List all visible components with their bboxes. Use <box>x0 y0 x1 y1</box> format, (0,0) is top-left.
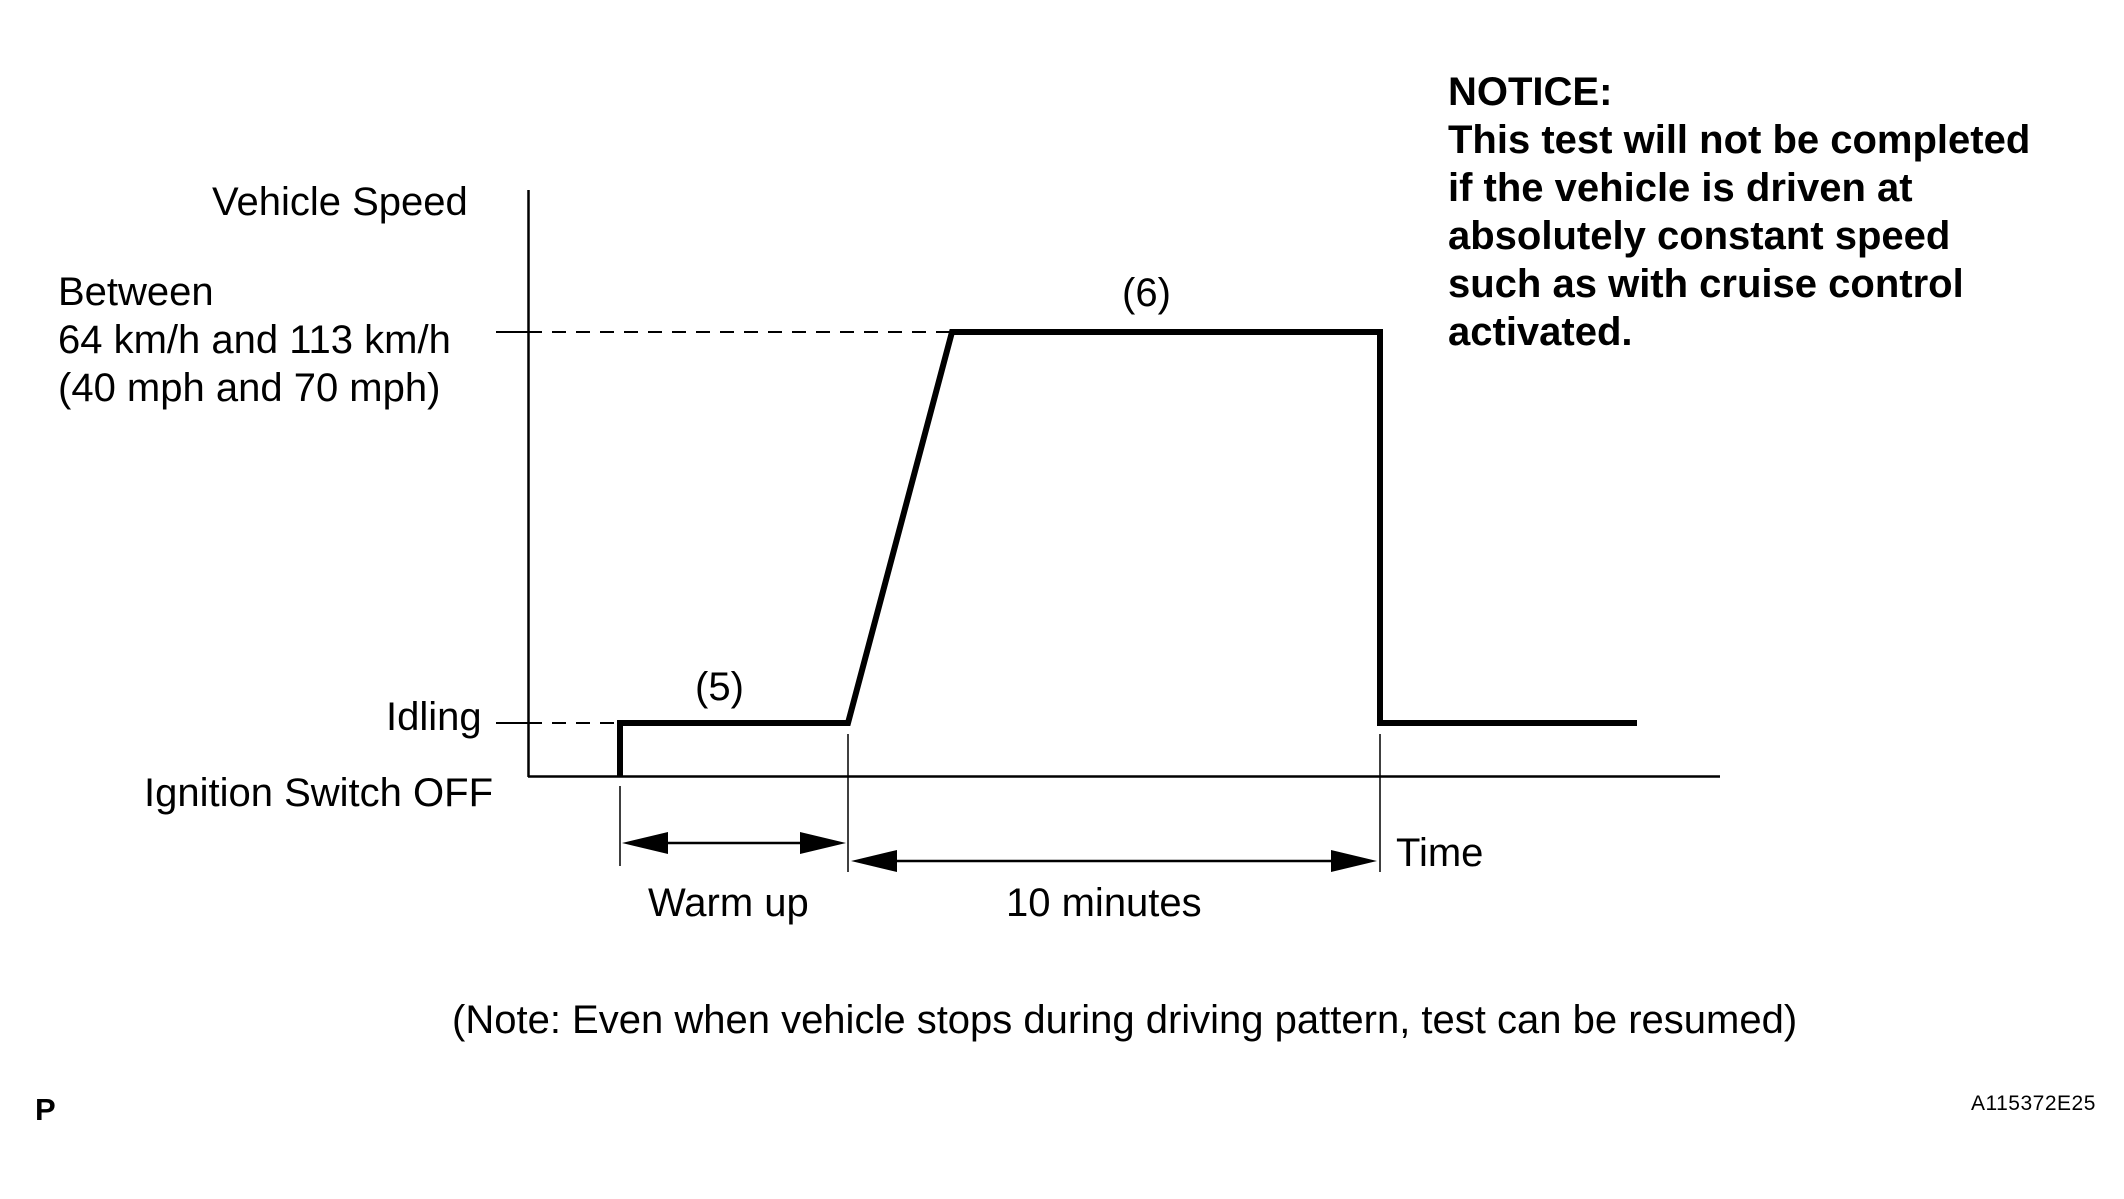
idling-level-label: Idling <box>386 695 482 739</box>
x-axis-title: Time <box>1396 831 1484 875</box>
cruise-level-label-line1: Between <box>58 270 214 314</box>
phase5-marker: (5) <box>695 665 744 709</box>
speed-profile-line <box>617 329 1637 776</box>
notice-line: if the vehicle is driven at <box>1448 166 1913 210</box>
phase6-marker: (6) <box>1122 271 1171 315</box>
notice-line: such as with cruise control <box>1448 262 1964 306</box>
ten-minutes-arrow <box>851 850 1377 872</box>
page-marker: P <box>35 1092 56 1127</box>
figure-code: A115372E25 <box>1971 1092 2096 1115</box>
notice-line: This test will not be completed <box>1448 118 2031 162</box>
warm-up-arrow <box>622 832 846 854</box>
notice-line: absolutely constant speed <box>1448 214 1951 258</box>
cruise-level-label-line3: (40 mph and 70 mph) <box>58 366 441 410</box>
cruise-level-label: Between 64 km/h and 113 km/h (40 mph and… <box>58 268 451 412</box>
cruise-level-label-line2: 64 km/h and 113 km/h <box>58 318 451 362</box>
notice-line: activated. <box>1448 310 1633 354</box>
notice-block: NOTICE: This test will not be completed … <box>1448 68 2030 356</box>
notice-title: NOTICE: <box>1448 70 1613 114</box>
warm-up-duration-label: Warm up <box>648 881 809 925</box>
footnote: (Note: Even when vehicle stops during dr… <box>452 998 1798 1042</box>
ten-minutes-duration-label: 10 minutes <box>1006 881 1202 925</box>
ignition-off-label: Ignition Switch OFF <box>144 771 494 815</box>
y-axis-title: Vehicle Speed <box>212 180 468 224</box>
